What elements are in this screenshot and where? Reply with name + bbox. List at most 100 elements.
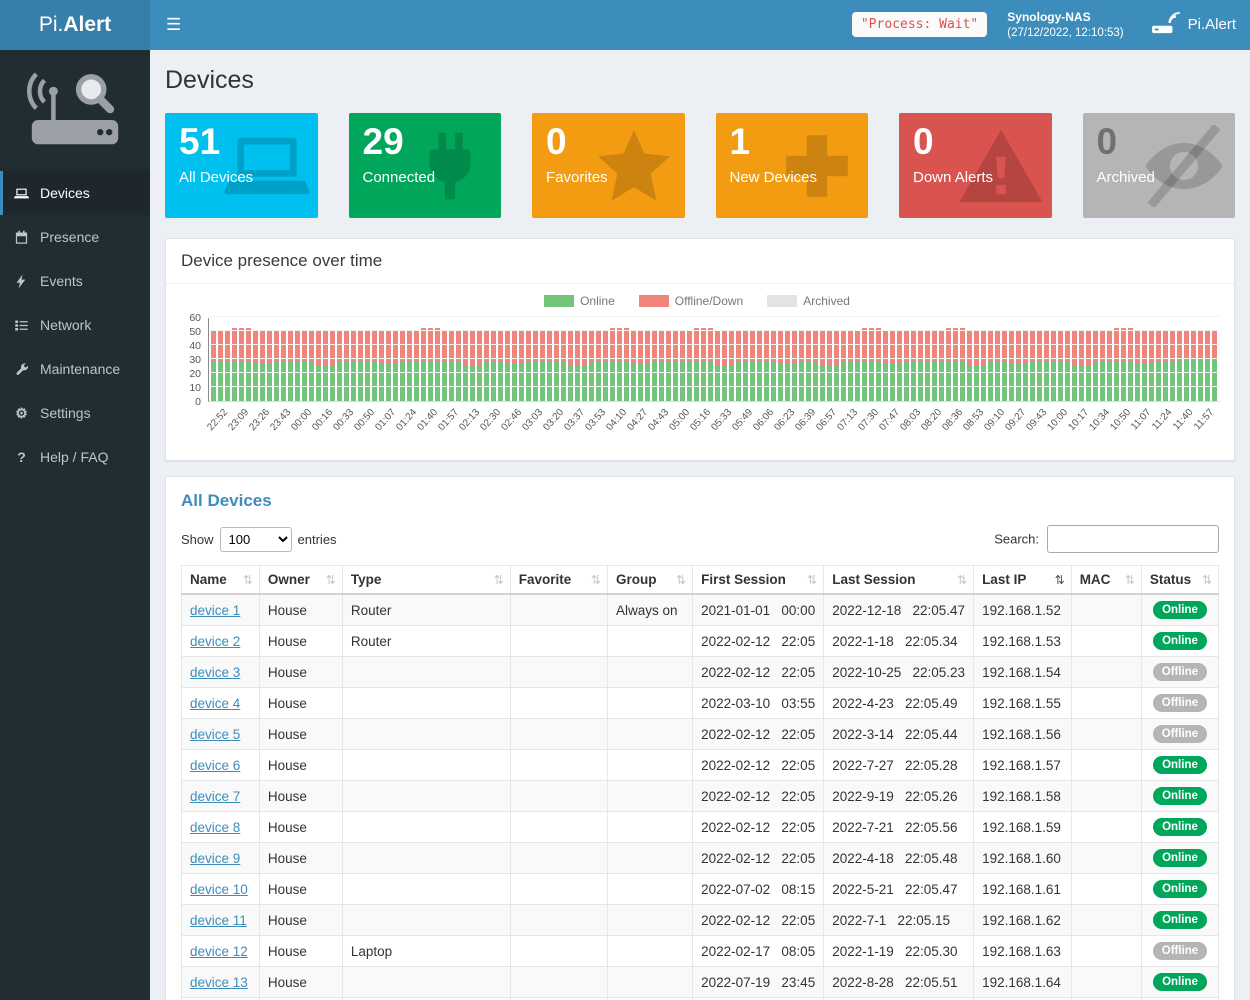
status-badge: Offline bbox=[1153, 663, 1207, 681]
cell-favorite bbox=[510, 967, 607, 998]
device-link[interactable]: device 10 bbox=[190, 882, 248, 897]
column-header-favorite[interactable]: Favorite⇅ bbox=[510, 566, 607, 595]
pialert-logo bbox=[0, 50, 150, 171]
entries-label: entries bbox=[298, 532, 337, 547]
device-link[interactable]: device 1 bbox=[190, 603, 240, 618]
summary-box-favorites[interactable]: 0Favorites bbox=[532, 113, 685, 218]
laptop-icon bbox=[13, 186, 30, 201]
cell-type bbox=[342, 874, 510, 905]
app-logo[interactable]: Pi.Alert bbox=[0, 0, 150, 50]
table-row: device 1HouseRouterAlways on2021-01-01 0… bbox=[182, 594, 1219, 626]
network-icon bbox=[13, 318, 30, 333]
chart-bar bbox=[337, 330, 342, 401]
cell-status: Offline bbox=[1141, 688, 1218, 719]
legend-item-offline-down[interactable]: Offline/Down bbox=[639, 294, 743, 308]
cell-group: Always on bbox=[607, 594, 692, 626]
sidebar-item-devices[interactable]: Devices bbox=[0, 171, 150, 215]
cell-owner: House bbox=[259, 719, 342, 750]
chart-bar bbox=[295, 330, 300, 401]
chart-bar bbox=[974, 330, 979, 401]
chart-bar bbox=[449, 330, 454, 401]
cell-favorite bbox=[510, 781, 607, 812]
legend-item-archived[interactable]: Archived bbox=[767, 294, 850, 308]
device-link[interactable]: device 3 bbox=[190, 665, 240, 680]
device-link[interactable]: device 11 bbox=[190, 913, 247, 928]
chart-x-labels: 22:5223:0923:2623:4300:0000:1600:3300:50… bbox=[208, 402, 1220, 456]
x-tick-label: 10:00 bbox=[1050, 402, 1071, 456]
devices-table-body: device 1HouseRouterAlways on2021-01-01 0… bbox=[182, 594, 1219, 1000]
chart-bar bbox=[855, 330, 860, 401]
column-header-name[interactable]: Name⇅ bbox=[182, 566, 260, 595]
x-tick-label: 01:40 bbox=[420, 402, 441, 456]
chart-bar bbox=[421, 328, 426, 401]
device-link[interactable]: device 12 bbox=[190, 944, 248, 959]
summary-box-value: 0 bbox=[1083, 113, 1236, 162]
chart-bar bbox=[715, 330, 720, 401]
search-input[interactable] bbox=[1047, 525, 1219, 553]
device-link[interactable]: device 7 bbox=[190, 789, 240, 804]
sidebar-item-presence[interactable]: Presence bbox=[0, 215, 150, 259]
x-tick-label: 04:10 bbox=[609, 402, 630, 456]
column-header-last-session[interactable]: Last Session⇅ bbox=[824, 566, 974, 595]
summary-box-new-devices[interactable]: 1New Devices bbox=[716, 113, 869, 218]
calendar-icon bbox=[13, 230, 30, 245]
chart-bar bbox=[1051, 330, 1056, 401]
device-link[interactable]: device 6 bbox=[190, 758, 240, 773]
presence-panel-title: Device presence over time bbox=[166, 239, 1234, 284]
legend-item-online[interactable]: Online bbox=[544, 294, 615, 308]
cell-favorite bbox=[510, 750, 607, 781]
column-header-mac[interactable]: MAC⇅ bbox=[1071, 566, 1141, 595]
sidebar-item-help-faq[interactable]: ?Help / FAQ bbox=[0, 435, 150, 479]
column-header-type[interactable]: Type⇅ bbox=[342, 566, 510, 595]
summary-box-connected[interactable]: 29Connected bbox=[349, 113, 502, 218]
chart-bar bbox=[610, 328, 615, 401]
column-header-group[interactable]: Group⇅ bbox=[607, 566, 692, 595]
device-link[interactable]: device 5 bbox=[190, 727, 240, 742]
cell-mac bbox=[1071, 688, 1141, 719]
chart-bar bbox=[736, 330, 741, 401]
column-header-owner[interactable]: Owner⇅ bbox=[259, 566, 342, 595]
x-tick-label: 11:07 bbox=[1134, 402, 1155, 456]
chart-bar bbox=[309, 330, 314, 401]
chart-bar bbox=[386, 330, 391, 401]
device-link[interactable]: device 9 bbox=[190, 851, 240, 866]
cell-first-session: 2022-02-12 22:05 bbox=[693, 843, 824, 874]
devices-table: Name⇅Owner⇅Type⇅Favorite⇅Group⇅First Ses… bbox=[181, 565, 1219, 1000]
device-link[interactable]: device 2 bbox=[190, 634, 240, 649]
y-tick-label: 40 bbox=[189, 340, 201, 352]
cell-favorite bbox=[510, 812, 607, 843]
cell-status: Online bbox=[1141, 781, 1218, 812]
sort-icon: ⇅ bbox=[243, 573, 253, 587]
device-link[interactable]: device 13 bbox=[190, 975, 248, 990]
chart-bar bbox=[456, 330, 461, 401]
device-link[interactable]: device 4 bbox=[190, 696, 240, 711]
sidebar-menu: DevicesPresenceEventsNetwork Maintenance ⚙… bbox=[0, 171, 150, 479]
sidebar-item-events[interactable]: Events bbox=[0, 259, 150, 303]
sidebar-item-network[interactable]: Network bbox=[0, 303, 150, 347]
summary-box-archived[interactable]: 0Archived bbox=[1083, 113, 1236, 218]
logo-text: Pi.Alert bbox=[39, 13, 111, 37]
x-tick-label: 03:03 bbox=[525, 402, 546, 456]
chart-bar bbox=[1044, 330, 1049, 401]
chart-bar bbox=[470, 330, 475, 401]
sidebar-item-settings[interactable]: ⚙Settings bbox=[0, 391, 150, 435]
cell-first-session: 2022-02-12 22:05 bbox=[693, 905, 824, 936]
cell-favorite bbox=[510, 719, 607, 750]
summary-box-down-alerts[interactable]: 0Down Alerts bbox=[899, 113, 1052, 218]
column-header-first-session[interactable]: First Session⇅ bbox=[693, 566, 824, 595]
device-link[interactable]: device 8 bbox=[190, 820, 240, 835]
column-header-last-ip[interactable]: Last IP⇅ bbox=[974, 566, 1072, 595]
x-tick-label: 03:20 bbox=[546, 402, 567, 456]
chart-bar bbox=[981, 330, 986, 401]
gridline bbox=[209, 316, 1220, 317]
column-header-status[interactable]: Status⇅ bbox=[1141, 566, 1218, 595]
summary-box-all-devices[interactable]: 51All Devices bbox=[165, 113, 318, 218]
status-badge: Offline bbox=[1153, 694, 1207, 712]
summary-box-label: New Devices bbox=[716, 162, 869, 186]
entries-select[interactable]: 100 bbox=[220, 527, 292, 552]
sidebar-item-maintenance[interactable]: Maintenance bbox=[0, 347, 150, 391]
sidebar-item-label: Maintenance bbox=[40, 361, 120, 377]
cell-type bbox=[342, 719, 510, 750]
hamburger-icon[interactable]: ☰ bbox=[150, 0, 197, 50]
chart-bar bbox=[589, 330, 594, 401]
